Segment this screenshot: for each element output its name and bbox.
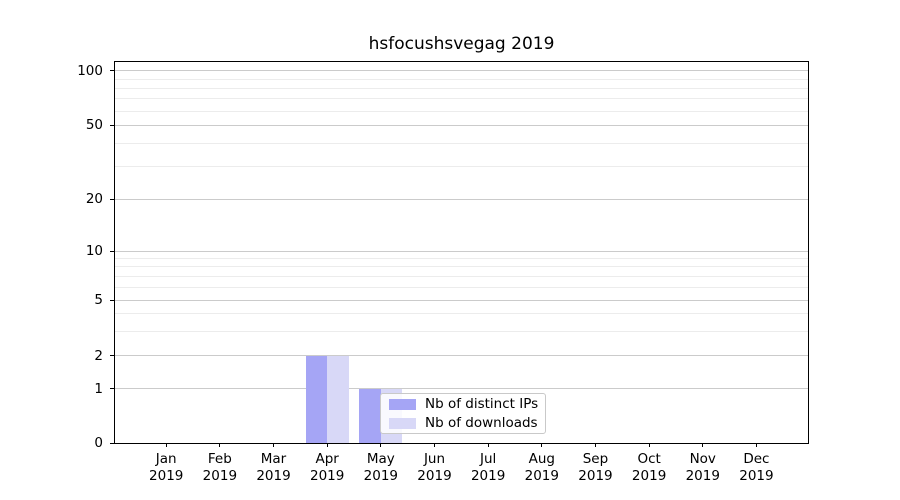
y-tick-mark xyxy=(110,198,114,200)
gridline-minor xyxy=(115,78,808,80)
legend-entry-downloads: Nb of downloads xyxy=(389,415,545,431)
x-tick-label: Jun 2019 xyxy=(404,451,464,485)
x-tick-label: Jul 2019 xyxy=(458,451,518,485)
x-tick-mark xyxy=(273,443,275,447)
x-tick-label: Feb 2019 xyxy=(190,451,250,485)
x-tick-year: 2019 xyxy=(524,468,559,484)
gridline-major xyxy=(115,198,808,200)
x-tick-year: 2019 xyxy=(202,468,238,484)
x-tick-month: Mar xyxy=(260,451,287,467)
x-tick-month: May xyxy=(366,451,395,467)
x-tick-year: 2019 xyxy=(149,468,184,484)
y-tick-label: 20 xyxy=(85,191,103,208)
x-tick-label: Sep 2019 xyxy=(565,451,625,485)
legend-label-downloads: Nb of downloads xyxy=(425,415,538,431)
x-tick-label: Aug 2019 xyxy=(512,451,572,485)
legend-swatch-downloads-icon xyxy=(389,417,416,429)
x-tick-mark xyxy=(648,443,650,447)
x-tick-label: Oct 2019 xyxy=(619,451,679,485)
gridline-major xyxy=(115,124,808,126)
gridline-minor xyxy=(115,330,808,332)
y-tick-label: 1 xyxy=(94,380,103,397)
y-tick-mark xyxy=(110,442,114,444)
x-tick-month: Apr xyxy=(315,451,339,467)
x-tick-month: Feb xyxy=(207,451,232,467)
y-tick-mark xyxy=(110,299,114,301)
y-tick-label: 10 xyxy=(85,243,103,260)
x-tick-mark xyxy=(541,443,543,447)
legend-entry-distinct-ips: Nb of distinct IPs xyxy=(389,396,545,412)
gridline-minor xyxy=(115,313,808,315)
legend-swatch-distinct-ips-icon xyxy=(389,398,416,410)
y-tick-mark xyxy=(110,355,114,357)
x-tick-label: Apr 2019 xyxy=(297,451,357,485)
x-tick-label: May 2019 xyxy=(351,451,411,485)
x-tick-month: Jun xyxy=(423,451,446,467)
x-tick-label: Dec 2019 xyxy=(726,451,786,485)
plot-area xyxy=(114,61,809,444)
x-tick-mark xyxy=(755,443,757,447)
bar-downloads-apr xyxy=(327,355,349,443)
y-tick-label: 0 xyxy=(94,435,103,451)
gridline-minor xyxy=(115,87,808,89)
x-tick-year: 2019 xyxy=(256,468,291,484)
y-tick-mark xyxy=(110,124,114,126)
bar-distinct-ips-may xyxy=(359,388,381,443)
x-tick-mark xyxy=(487,443,489,447)
gridline-minor xyxy=(115,166,808,168)
gridline-minor xyxy=(115,286,808,288)
chart-title: hsfocushsvegag 2019 xyxy=(368,34,555,54)
gridline-minor xyxy=(115,275,808,277)
legend-label-distinct-ips: Nb of distinct IPs xyxy=(425,396,539,412)
gridline-major xyxy=(115,299,808,301)
gridline-major xyxy=(115,388,808,390)
y-tick-label: 100 xyxy=(77,62,103,79)
gridline-major xyxy=(115,250,808,252)
x-tick-label: Jan 2019 xyxy=(136,451,196,485)
x-tick-label: Mar 2019 xyxy=(244,451,304,485)
x-tick-year: 2019 xyxy=(470,468,506,484)
x-tick-year: 2019 xyxy=(739,468,774,484)
gridline-minor xyxy=(115,110,808,112)
gridline-major xyxy=(115,70,808,72)
x-tick-mark xyxy=(433,443,435,447)
x-tick-month: Oct xyxy=(637,451,661,467)
y-tick-label: 50 xyxy=(85,117,103,134)
x-tick-month: Jan xyxy=(155,451,177,467)
x-tick-year: 2019 xyxy=(685,468,720,484)
x-tick-month: Sep xyxy=(582,451,609,467)
y-tick-label: 2 xyxy=(94,347,103,364)
bar-distinct-ips-apr xyxy=(305,355,328,443)
x-tick-month: Dec xyxy=(743,451,770,467)
x-tick-mark xyxy=(326,443,328,447)
x-tick-label: Nov 2019 xyxy=(673,451,733,485)
y-tick-label: 5 xyxy=(94,292,103,309)
x-tick-year: 2019 xyxy=(417,468,452,484)
y-tick-mark xyxy=(110,250,114,252)
y-tick-mark xyxy=(110,70,114,72)
x-tick-month: Aug xyxy=(528,451,555,467)
x-tick-mark xyxy=(702,443,704,447)
x-tick-year: 2019 xyxy=(578,468,613,484)
x-tick-year: 2019 xyxy=(363,468,398,484)
gridline-minor xyxy=(115,142,808,144)
y-tick-mark xyxy=(110,388,114,390)
x-tick-mark xyxy=(165,443,167,447)
gridline-minor xyxy=(115,98,808,100)
x-tick-month: Jul xyxy=(479,451,497,467)
gridline-minor xyxy=(115,258,808,260)
x-tick-year: 2019 xyxy=(631,468,667,484)
x-tick-month: Nov xyxy=(689,451,716,467)
x-tick-year: 2019 xyxy=(309,468,345,484)
gridline-major xyxy=(115,355,808,357)
x-tick-mark xyxy=(219,443,221,447)
gridline-minor xyxy=(115,266,808,268)
x-tick-mark xyxy=(380,443,382,447)
legend: Nb of distinct IPs Nb of downloads xyxy=(380,393,546,434)
x-tick-mark xyxy=(594,443,596,447)
